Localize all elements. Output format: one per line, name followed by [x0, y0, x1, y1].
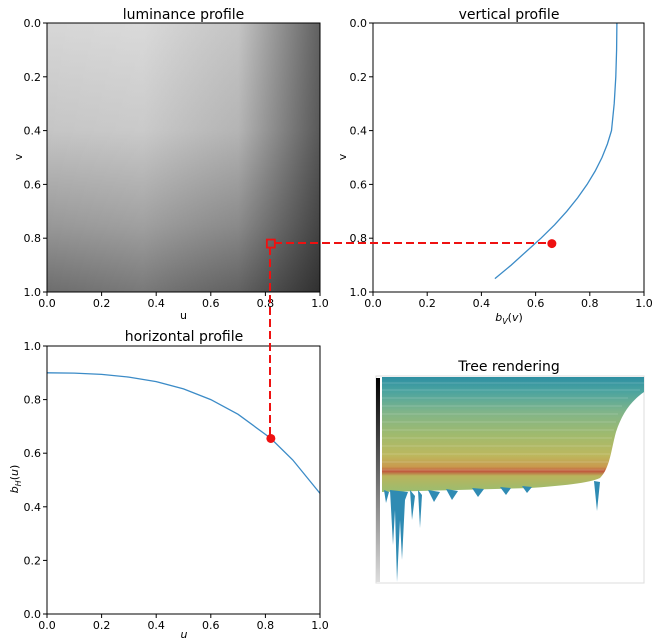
vertical-panel: vertical profile bV(v) v 0.0 0.2 0.4 0.6 0.8…	[336, 7, 653, 326]
horizontal-ytick-label: 0.2	[24, 554, 42, 567]
horizontal-ytick-label: 0.8	[24, 394, 42, 407]
horizontal-xtick-label: 1.0	[311, 619, 329, 632]
horizontal-ytick-label: 1.0	[24, 340, 42, 353]
vertical-xlabel: bV(v)	[495, 311, 523, 326]
luminance-xtick-label: 0.2	[93, 297, 111, 310]
horizontal-series-line-0	[46, 372, 321, 494]
vertical-marker-dot	[547, 239, 557, 249]
luminance-ytick-label: 0.0	[24, 17, 42, 30]
vertical-ytick-label: 0.8	[350, 232, 368, 245]
tree-stripes	[382, 382, 644, 471]
luminance-xtick-label: 0.6	[202, 297, 220, 310]
luminance-title: luminance profile	[123, 7, 245, 23]
luminance-ylabel: v	[12, 153, 25, 160]
tree-panel: Tree rendering	[375, 359, 645, 584]
horizontal-xtick-label: 0.8	[257, 619, 275, 632]
vertical-title: vertical profile	[459, 7, 560, 23]
vertical-ytick-label: 1.0	[350, 286, 368, 299]
horizontal-ylabel: bH(u)	[8, 465, 23, 494]
horizontal-marker-dot	[266, 433, 276, 443]
luminance-xtick-label: 0.8	[257, 297, 275, 310]
luminance-xtick-label: 1.0	[311, 297, 329, 310]
tree-roots	[384, 481, 600, 582]
horizontal-xtick-label: 0.0	[38, 619, 56, 632]
vertical-xtick-label: 0.8	[581, 297, 599, 310]
luminance-ytick-label: 0.8	[24, 232, 42, 245]
vertical-xtick-label: 0.2	[418, 297, 436, 310]
vertical-xtick-label: 0.0	[364, 297, 382, 310]
vertical-xtick-label: 0.4	[473, 297, 491, 310]
vertical-ytick-label: 0.0	[350, 17, 368, 30]
luminance-ytick-label: 0.2	[24, 71, 42, 84]
horizontal-xtick-label: 0.4	[147, 619, 165, 632]
horizontal-xtick-label: 0.6	[202, 619, 220, 632]
vertical-series-line-0	[494, 22, 618, 280]
vertical-ylabel: v	[336, 153, 349, 160]
vertical-ytick-label: 0.4	[350, 125, 368, 138]
horizontal-title: horizontal profile	[125, 329, 244, 345]
horizontal-axes-frame	[46, 345, 321, 615]
luminance-axes-frame	[46, 22, 321, 293]
vertical-axes-frame	[372, 22, 645, 293]
horizontal-ytick-label: 0.4	[24, 501, 42, 514]
luminance-heatmap-shading	[47, 23, 320, 292]
vertical-xtick-label: 0.6	[527, 297, 545, 310]
horizontal-xlabel: u	[181, 628, 188, 641]
horizontal-xtick-label: 0.2	[93, 619, 111, 632]
horizontal-ytick-label: 0.6	[24, 447, 42, 460]
luminance-xtick-label: 0.4	[147, 297, 165, 310]
horizontal-ytick-label: 0.0	[24, 608, 42, 621]
tree-stem	[376, 378, 380, 582]
vertical-ytick-label: 0.2	[350, 71, 368, 84]
luminance-ytick-label: 0.6	[24, 178, 42, 191]
horizontal-panel: horizontal profile u bH(u) 0.0 0.2 0.4 0.6 0…	[8, 329, 329, 641]
luminance-panel: luminance profile u v 0.0 0.2 0.4 0.6 0.8 1.0…	[12, 7, 329, 322]
connector-lines	[269, 242, 551, 437]
tree-title: Tree rendering	[457, 359, 559, 375]
luminance-xlabel: u	[180, 309, 187, 322]
vertical-ytick-label: 0.6	[350, 178, 368, 191]
vertical-xtick-label: 1.0	[635, 297, 653, 310]
tree-canopy	[382, 377, 644, 492]
luminance-ytick-label: 0.4	[24, 125, 42, 138]
luminance-ytick-label: 1.0	[24, 286, 42, 299]
luminance-xtick-label: 0.0	[38, 297, 56, 310]
